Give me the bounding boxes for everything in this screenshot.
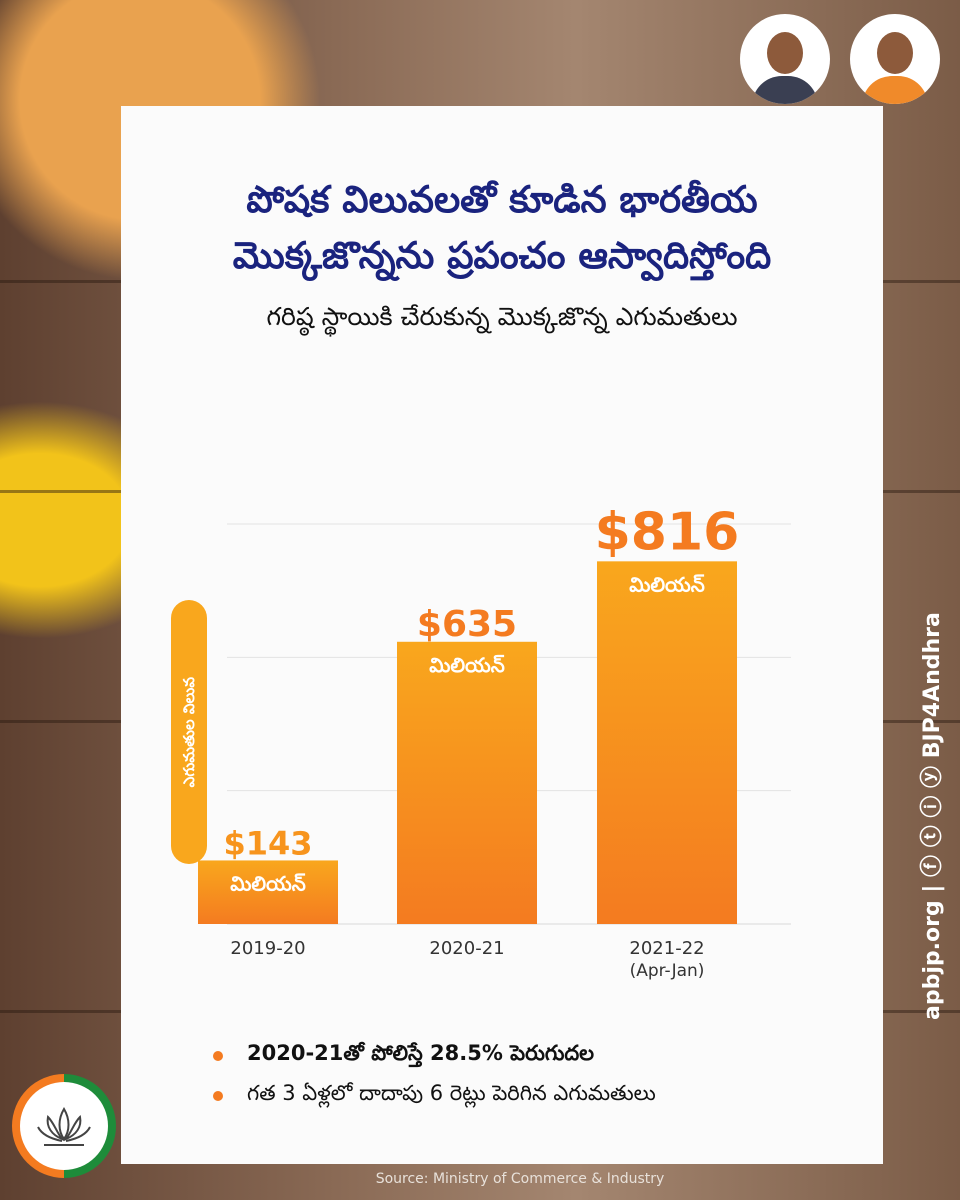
bar-chart: $143 మిలియన్ 2019-20 $635 మిలియన్ 2020-21 $816… (198, 502, 791, 981)
bar-2019-20 (198, 860, 338, 924)
title-line-1: పోషక విలువలతో కూడిన భారతీయ (246, 178, 758, 221)
bar-2020-21 (397, 641, 537, 924)
x-tick-label: 2019-20 (230, 938, 305, 959)
data-label-unit: మిలియన్ (230, 871, 306, 895)
infographic-card: పోషక విలువలతో కూడిన భారతీయ మొక్కజొన్నను … (121, 106, 883, 1164)
data-label-value: $816 (595, 502, 740, 562)
bar-2021-22 (597, 561, 737, 924)
bullet-dot (213, 1051, 223, 1061)
leader-photo-1 (740, 14, 830, 104)
x-tick-label: 2021-22 (629, 938, 704, 959)
lotus-icon (37, 1107, 91, 1146)
x-tick-label: 2020-21 (429, 938, 504, 959)
bullet-item: గత 3 ఏళ్లలో దాదాపు 6 రెట్లు పెరిగిన ఎగుమ… (213, 1076, 656, 1116)
x-tick-note: (Apr-Jan) (630, 961, 705, 981)
bullet-item: 2020-21తో పోలిస్తే 28.5% పెరుగుదల (213, 1036, 656, 1076)
leader-photo-2 (850, 14, 940, 104)
subtitle: గరిష్ఠ స్థాయికి చేరుకున్న మొక్కజొన్న ఎగు… (266, 302, 738, 331)
data-label-value: $635 (417, 604, 517, 645)
bullet-text: 2020-21తో పోలిస్తే 28.5% పెరుగుదల (247, 1041, 595, 1065)
y-axis-label-pill: ఎగుమతుల విలువ (171, 600, 207, 864)
bullet-list: 2020-21తో పోలిస్తే 28.5% పెరుగుదల గత 3 ఏ… (213, 1036, 656, 1116)
data-label-unit: మిలియన్ (429, 653, 505, 677)
bullet-text: గత 3 ఏళ్లలో దాదాపు 6 రెట్లు పెరిగిన ఎగుమ… (247, 1081, 656, 1105)
page-title: పోషక విలువలతో కూడిన భారతీయ మొక్కజొన్నను … (121, 172, 883, 284)
source-note: Source: Ministry of Commerce & Industry (375, 1171, 665, 1187)
data-label-value: $143 (223, 824, 312, 862)
social-handle: apbjp.org | ⓕ ⓣ ⓘ ⓨ BJP4Andhra (920, 612, 945, 1020)
social-sidebar: apbjp.org | ⓕ ⓣ ⓘ ⓨ BJP4Andhra (902, 560, 952, 1040)
title-line-2: మొక్కజొన్నను ప్రపంచం ఆస్వాదిస్తోంది (232, 234, 772, 277)
bullet-dot (213, 1091, 223, 1101)
data-label-unit: మిలియన్ (629, 572, 705, 596)
party-logo (12, 1074, 116, 1178)
